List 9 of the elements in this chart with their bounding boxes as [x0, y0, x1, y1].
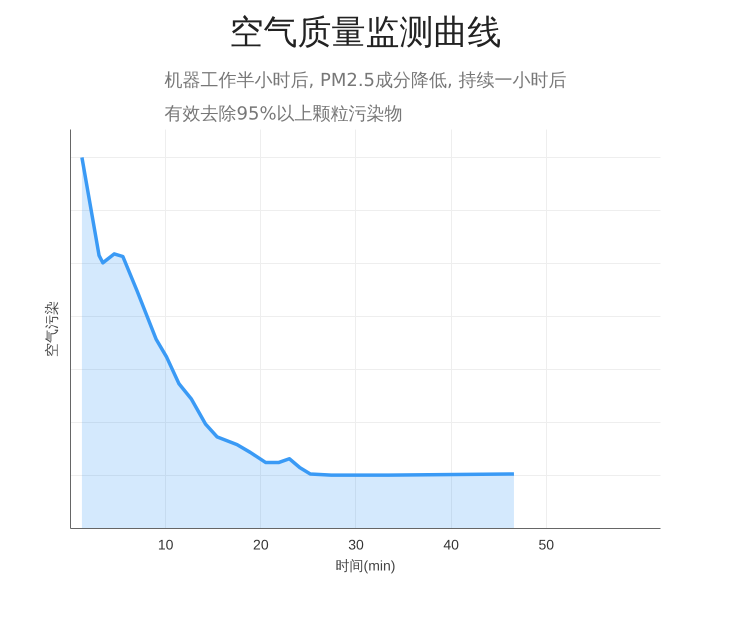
x-tick-label: 40 — [443, 536, 460, 552]
chart-subtitle: 机器工作半小时后, PM2.5成分降低, 持续一小时后有效去除95%以上颗粒污染物 — [164, 70, 566, 124]
x-tick-label: 10 — [158, 536, 174, 552]
x-tick-label: 20 — [253, 536, 269, 552]
x-axis-title: 时间(min) — [336, 558, 396, 574]
x-tick-label: 30 — [348, 536, 364, 552]
y-axis-title: 空气污染 — [44, 301, 60, 357]
x-tick-label: 50 — [538, 536, 554, 552]
chart-title: 空气质量监测曲线 — [230, 12, 502, 52]
